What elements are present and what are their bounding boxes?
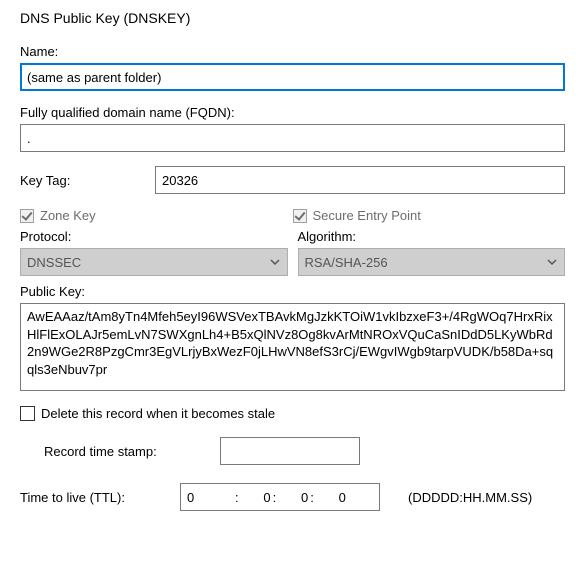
protocol-label: Protocol:: [20, 229, 288, 244]
timestamp-input[interactable]: [220, 437, 360, 465]
algorithm-value: RSA/SHA-256: [305, 255, 388, 270]
chevron-down-icon: [546, 256, 558, 268]
zone-key-label: Zone Key: [40, 208, 96, 223]
protocol-select: DNSSEC: [20, 248, 288, 276]
keytag-label: Key Tag:: [20, 173, 155, 188]
secure-entry-point-checkbox: Secure Entry Point: [293, 208, 566, 223]
ttl-format-hint: (DDDDD:HH.MM.SS): [408, 490, 532, 505]
timestamp-label: Record time stamp:: [20, 444, 220, 459]
ttl-hours: 0: [241, 490, 271, 505]
delete-stale-label: Delete this record when it becomes stale: [41, 406, 275, 421]
fqdn-label: Fully qualified domain name (FQDN):: [20, 105, 565, 120]
name-label: Name:: [20, 44, 565, 59]
checkbox-icon: [20, 209, 34, 223]
public-key-textarea[interactable]: [20, 303, 565, 391]
checkbox-icon: [20, 406, 35, 421]
algorithm-label: Algorithm:: [298, 229, 566, 244]
ttl-label: Time to live (TTL):: [20, 490, 180, 505]
ttl-days: 0: [187, 490, 233, 505]
keytag-input[interactable]: [155, 166, 565, 194]
name-input[interactable]: [20, 63, 565, 91]
chevron-down-icon: [269, 256, 281, 268]
ttl-input[interactable]: 0 :0 :0 :0: [180, 483, 380, 511]
secure-entry-point-label: Secure Entry Point: [313, 208, 421, 223]
delete-stale-checkbox[interactable]: Delete this record when it becomes stale: [20, 406, 565, 421]
zone-key-checkbox: Zone Key: [20, 208, 293, 223]
dialog-title: DNS Public Key (DNSKEY): [20, 10, 565, 26]
fqdn-input[interactable]: [20, 124, 565, 152]
checkbox-icon: [293, 209, 307, 223]
public-key-label: Public Key:: [20, 284, 565, 299]
ttl-seconds: 0: [316, 490, 346, 505]
ttl-minutes: 0: [278, 490, 308, 505]
protocol-value: DNSSEC: [27, 255, 81, 270]
algorithm-select: RSA/SHA-256: [298, 248, 566, 276]
